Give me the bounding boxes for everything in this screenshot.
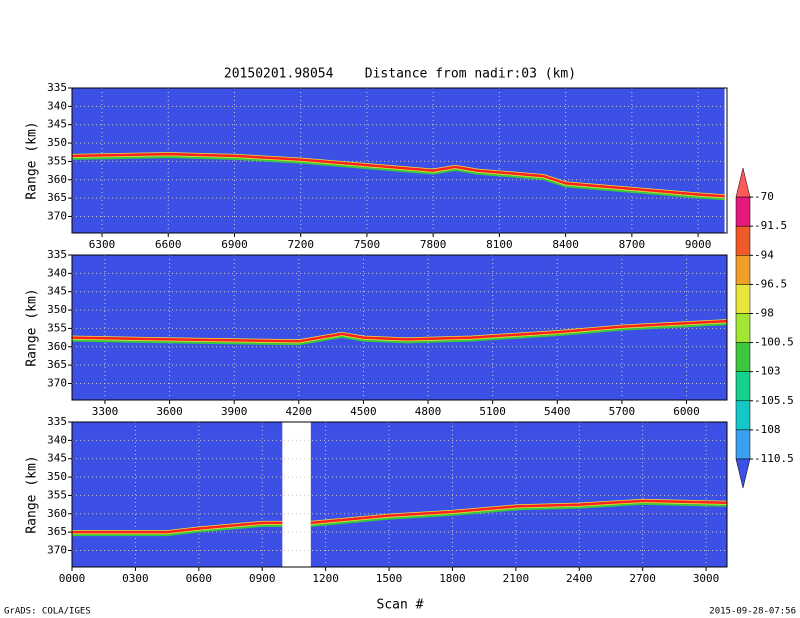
colorbar-label: -91.5 <box>754 219 787 232</box>
y-tick-label: 350 <box>47 136 67 149</box>
y-axis-label: Range (km) <box>25 455 40 533</box>
colorbar-swatch <box>735 371 751 402</box>
x-tick-label: 1200 <box>312 572 339 585</box>
line-halo <box>71 155 725 201</box>
y-axis-label: Range (km) <box>25 288 40 366</box>
colorbar-label: -108 <box>754 423 781 436</box>
colorbar-swatch <box>735 167 751 198</box>
x-tick-label: 6600 <box>155 238 182 251</box>
x-tick-label: 2100 <box>503 572 530 585</box>
y-tick-label: 360 <box>47 507 67 520</box>
colorbar-label: -96.5 <box>754 277 787 290</box>
line-halo <box>71 322 728 346</box>
y-tick-label: 355 <box>47 488 67 501</box>
data-coverage <box>72 422 283 567</box>
y-tick-label: 345 <box>47 285 67 298</box>
y-tick-label: 340 <box>47 266 67 279</box>
y-tick-label: 355 <box>47 154 67 167</box>
footer-right: 2015-09-28-07:56 <box>709 607 796 617</box>
x-tick-label: 2400 <box>566 572 593 585</box>
x-tick-label: 0000 <box>59 572 86 585</box>
colorbar-label: -94 <box>754 248 774 261</box>
plot-frame <box>71 254 728 401</box>
colorbar-swatch <box>735 458 751 489</box>
y-tick-label: 355 <box>47 321 67 334</box>
line <box>71 152 725 198</box>
x-tick-label: 9000 <box>685 238 712 251</box>
x-tick-label: 5100 <box>479 405 506 418</box>
x-tick-label: 1800 <box>439 572 466 585</box>
colorbar-swatch <box>735 255 751 285</box>
y-tick-label: 340 <box>47 433 67 446</box>
colorbar-label: -100.5 <box>754 336 794 349</box>
y-tick-label: 350 <box>47 470 67 483</box>
y-tick-label: 335 <box>47 248 67 261</box>
x-tick-label: 3600 <box>156 405 183 418</box>
y-tick-label: 350 <box>47 303 67 316</box>
y-tick-label: 345 <box>47 452 67 465</box>
x-tick-label: 5700 <box>609 405 636 418</box>
colorbar-swatch <box>735 196 751 227</box>
x-tick-label: 8700 <box>619 238 646 251</box>
y-tick-label: 335 <box>47 415 67 428</box>
x-tick-label: 3000 <box>693 572 720 585</box>
line <box>72 499 728 534</box>
line <box>71 319 728 343</box>
x-tick-label: 5400 <box>544 405 571 418</box>
colorbar-label: -110.5 <box>754 452 794 465</box>
y-tick-label: 340 <box>47 99 67 112</box>
y-axis-label: Range (km) <box>25 121 40 199</box>
y-tick-label: 370 <box>47 543 67 556</box>
y-tick-label: 345 <box>47 118 67 131</box>
y-tick-label: 365 <box>47 358 67 371</box>
y-tick-label: 360 <box>47 173 67 186</box>
x-tick-label: 4200 <box>286 405 313 418</box>
colorbar-label: -70 <box>754 190 774 203</box>
y-tick-label: 365 <box>47 525 67 538</box>
x-tick-label: 7200 <box>287 238 314 251</box>
colorbar-label: -98 <box>754 307 774 320</box>
x-tick-label: 7800 <box>420 238 447 251</box>
colorbar-label: -105.5 <box>754 394 794 407</box>
y-tick-label: 370 <box>47 376 67 389</box>
x-tick-label: 1500 <box>376 572 403 585</box>
x-tick-label: 8100 <box>486 238 513 251</box>
x-tick-label: 0900 <box>249 572 276 585</box>
y-tick-label: 370 <box>47 209 67 222</box>
x-tick-label: 4800 <box>415 405 442 418</box>
line-halo <box>72 501 728 537</box>
x-tick-label: 0600 <box>186 572 213 585</box>
y-tick-label: 365 <box>47 191 67 204</box>
x-tick-label: 3300 <box>92 405 119 418</box>
x-tick-label: 2700 <box>629 572 656 585</box>
y-tick-label: 360 <box>47 340 67 353</box>
x-tick-label: 7500 <box>354 238 381 251</box>
y-tick-label: 335 <box>47 81 67 94</box>
colorbar-swatch <box>735 225 751 256</box>
x-tick-label: 3900 <box>221 405 248 418</box>
data-coverage <box>72 88 725 233</box>
footer-left: GrADS: COLA/IGES <box>4 607 91 617</box>
colorbar-swatch <box>735 313 751 343</box>
data-coverage <box>310 422 727 567</box>
colorbar-swatch <box>735 400 751 431</box>
colorbar-label: -103 <box>754 365 781 378</box>
x-tick-label: 6900 <box>221 238 248 251</box>
plot-frame <box>71 421 728 568</box>
x-tick-label: 6300 <box>89 238 116 251</box>
x-tick-label: 6000 <box>673 405 700 418</box>
x-tick-label: 0300 <box>122 572 149 585</box>
colorbar-swatch <box>735 342 751 372</box>
plot-frame <box>71 87 728 234</box>
colorbar-swatch <box>735 429 751 460</box>
x-tick-label: 4500 <box>350 405 377 418</box>
chart-title: 20150201.98054 Distance from nadir:03 (k… <box>224 67 576 82</box>
x-axis-label: Scan # <box>377 598 424 613</box>
x-tick-label: 8400 <box>552 238 579 251</box>
colorbar-swatch <box>735 284 751 314</box>
